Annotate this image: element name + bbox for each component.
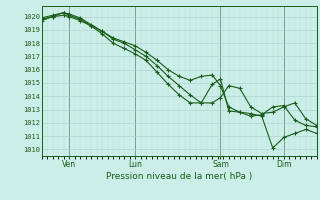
X-axis label: Pression niveau de la mer( hPa ): Pression niveau de la mer( hPa ) <box>106 172 252 181</box>
